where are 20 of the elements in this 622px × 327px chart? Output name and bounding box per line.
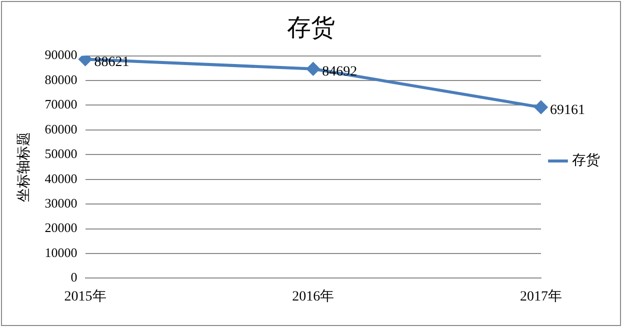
y-tick-label: 70000 — [44, 96, 78, 112]
y-tick-label: 0 — [70, 270, 78, 285]
chart-title: 存货 — [287, 16, 335, 42]
point — [534, 100, 548, 114]
y-tick-label: 20000 — [44, 220, 78, 236]
data-label: 69161 — [550, 102, 585, 118]
point — [306, 62, 320, 76]
y-tick-label: 30000 — [44, 195, 78, 210]
x-tick-label: 2016年 — [292, 288, 334, 304]
y-axis-title: 坐标轴标题 — [16, 132, 32, 202]
x-tick-label: 2015年 — [64, 288, 106, 304]
x-tick-label: 2017年 — [520, 288, 562, 304]
y-tick-label: 40000 — [44, 170, 78, 186]
y-tick-label: 90000 — [44, 47, 78, 62]
y-tick-label: 80000 — [44, 72, 78, 87]
y-tick-label: 50000 — [44, 146, 78, 162]
y-tick-label: 60000 — [44, 121, 78, 136]
point — [78, 56, 92, 66]
y-tick-label: 10000 — [44, 244, 78, 260]
legend-label: 存货 — [572, 152, 600, 169]
